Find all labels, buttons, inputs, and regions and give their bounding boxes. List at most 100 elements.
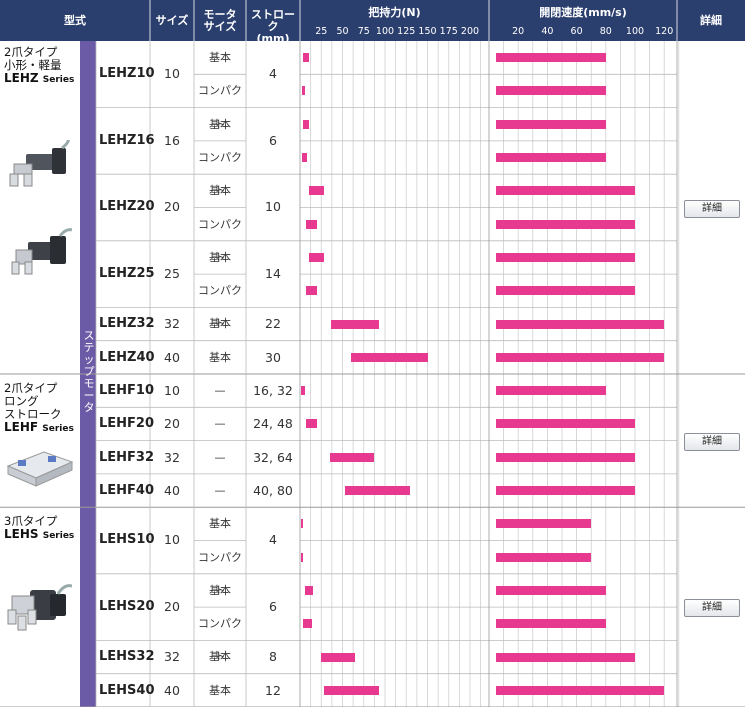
speed-bar [496,552,592,562]
speed-bar [496,685,665,695]
category-label-char: ッ [83,353,95,366]
size-value: 40 [164,349,180,365]
force-bar [330,319,380,329]
speed-tick-label: 100 [625,26,645,37]
model-name: LEHF40 [99,482,155,498]
group-lehz-name: LEHZ Series [4,72,74,87]
force-bar [305,286,317,296]
stroke-value: 12 [265,682,281,698]
motor-size-value: 基本 [209,184,231,198]
group-lehz-line2: 小形・軽量 [4,58,62,72]
size-value: 32 [164,449,180,465]
detail-button-lehs[interactable]: 詳細 [684,599,740,617]
force-tick-label: 175 [439,26,458,37]
size-value: 32 [164,316,180,332]
speed-tick-label: 20 [512,26,525,37]
speed-bar [496,452,635,462]
stroke-value: 6 [269,132,277,148]
group-lehs-line2: LEHS [4,527,39,541]
motor-size-value: コンパクト [198,617,242,664]
motor-size-value: 基本 [209,51,231,64]
speed-tick-label: 120 [655,26,674,37]
header-force: 把持力(N) [368,6,421,19]
force-bar [301,153,307,163]
stroke-value: 14 [265,265,281,281]
force-bar [305,219,317,229]
group-lehz-line3: LEHZ [4,71,39,85]
header-speed: 開閉速度(mm/s) [539,6,627,19]
force-bar [302,53,310,63]
group-lehz-label: 2爪タイプ 小形・軽量 LEHZ Series [4,46,74,87]
speed-bar [496,652,635,662]
stroke-value: 4 [269,532,277,548]
stroke-value: 24, 48 [253,416,293,432]
stroke-value: 10 [265,199,281,215]
detail-button-lehf[interactable]: 詳細 [684,433,740,451]
header-model: 型式 [64,14,86,27]
speed-tick-label: 60 [570,26,583,37]
size-value: 16 [164,132,180,148]
force-bar [300,386,306,396]
force-bar [300,519,304,529]
speed-bar [496,319,665,329]
stroke-value: 32, 64 [253,449,293,465]
force-bar [300,552,303,562]
category-label-char: ー [83,389,95,402]
group-lehf-line2: ロング [4,394,39,408]
force-tick-label: 25 [315,26,328,37]
stroke-value: 16, 32 [253,383,293,398]
group-lehf-name: LEHF Series [4,421,74,436]
force-bar [309,252,324,262]
force-bar [305,419,317,429]
size-value: 10 [164,383,180,398]
speed-bar [496,519,592,529]
motor-size-value: 基本 [209,317,231,331]
motor-size-value: 基本 [209,517,231,531]
group-lehf-label: 2爪タイプ ロング ストローク LEHF Series [4,382,74,436]
force-bar [351,352,428,362]
force-tick-label: 125 [397,26,416,37]
model-name: LEHZ20 [99,199,155,215]
speed-bar [496,286,635,296]
model-name: LEHZ40 [99,349,155,365]
stroke-value: 4 [269,66,277,81]
header-stroke-line1: ストローク [251,8,295,33]
size-value: 10 [164,66,180,81]
category-label: ステップモータ [82,330,96,414]
group-lehs-series: Series [42,531,75,541]
speed-tick-label: 80 [599,26,612,37]
model-name: LEHZ25 [99,265,155,281]
detail-button-lehz[interactable]: 詳細 [684,200,740,218]
group-lehs-label: 3爪タイプ LEHS Series [4,515,74,543]
size-value: 25 [164,265,180,281]
model-name: LEHS10 [99,532,155,548]
motor-size-value: コンパクト [198,284,242,331]
size-value: 32 [164,649,180,665]
force-tick-label: 50 [336,26,349,37]
header-motor-line2: サイズ [203,20,237,33]
header-stroke-line2: (mm) [256,32,290,45]
model-name: LEHZ10 [99,66,155,81]
speed-bar [496,153,606,163]
size-value: 40 [164,682,180,698]
group-lehf-series: Series [42,424,74,434]
stroke-value: 8 [269,649,277,665]
stroke-value: 6 [269,598,277,614]
motor-size-value: 基本 [209,650,231,664]
force-bar [309,186,324,196]
category-label-char: プ [83,365,95,378]
force-bar [301,86,306,96]
model-name: LEHZ16 [99,132,155,148]
motor-size-value: — [214,483,226,497]
gripper-lehs-image [7,584,72,631]
speed-bar [496,86,606,96]
motor-size-value: — [214,450,226,464]
motor-size-value: コンパクト [198,84,242,131]
stroke-value: 22 [265,316,281,332]
speed-bar [496,53,606,63]
force-bar [345,486,411,496]
motor-size-value: — [214,384,226,397]
motor-size-value: — [214,417,226,431]
motor-size-value: 基本 [209,350,231,364]
